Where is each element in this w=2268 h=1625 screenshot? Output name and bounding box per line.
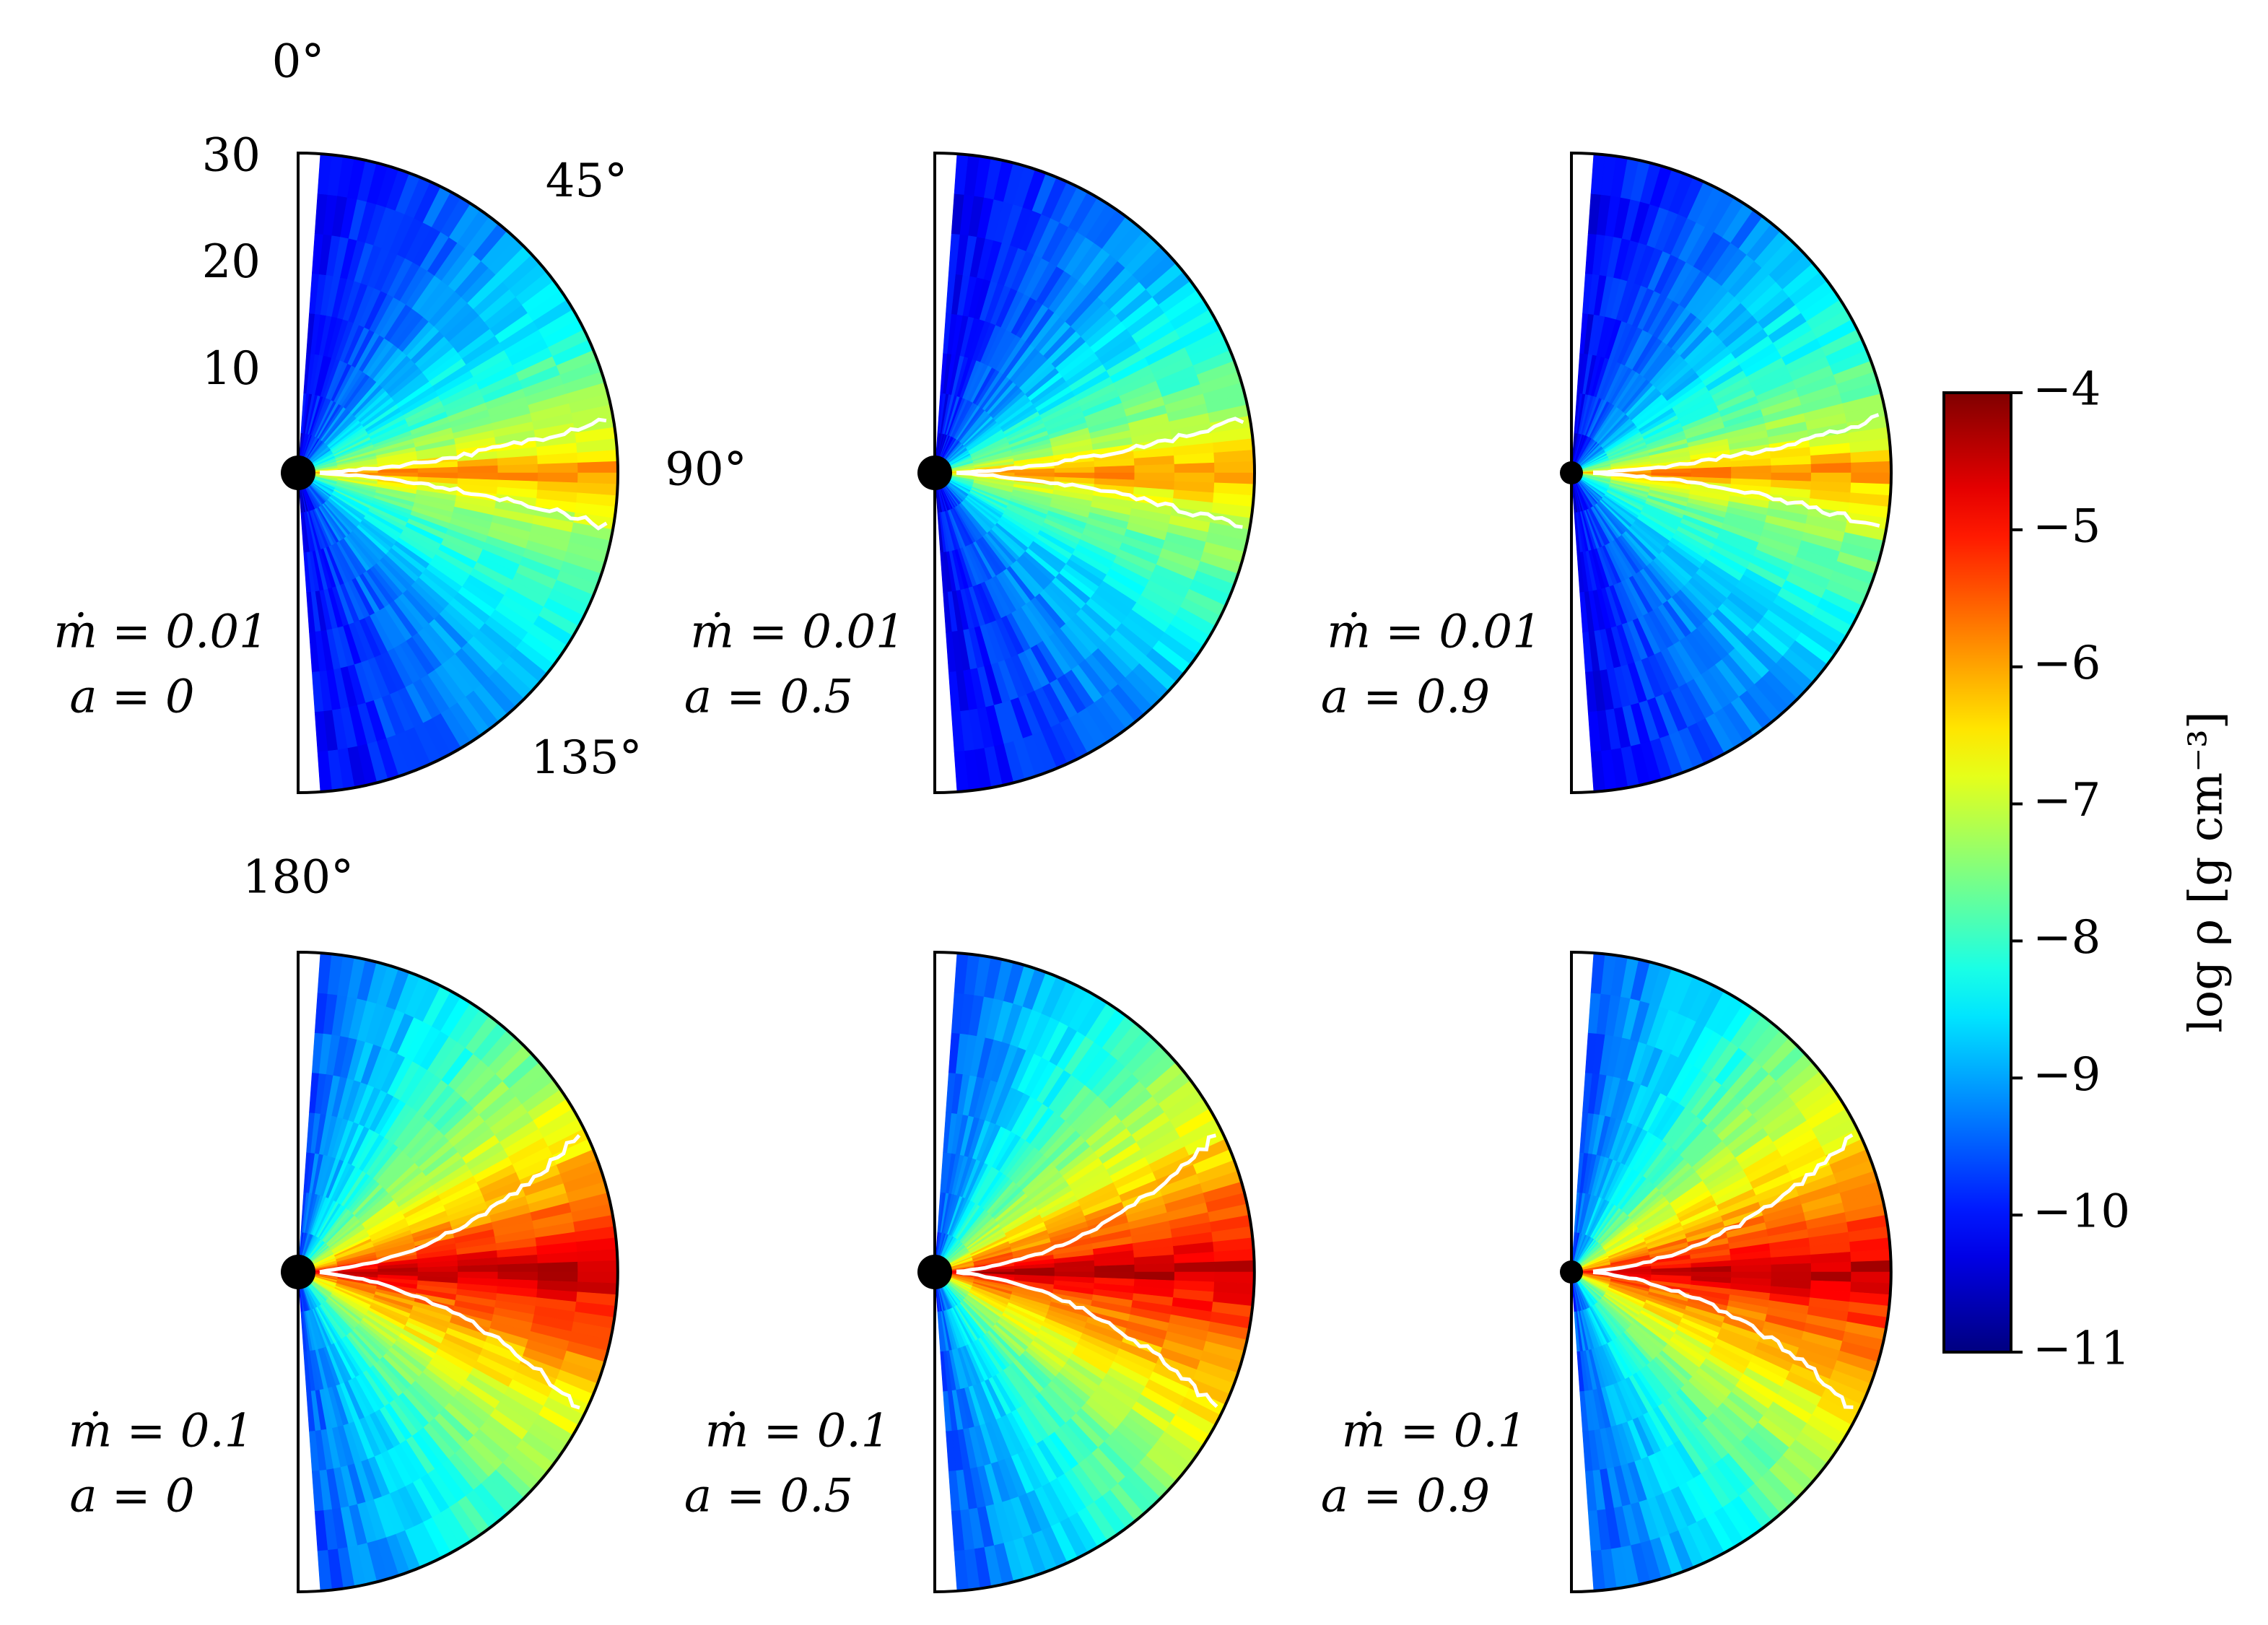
density-cell: [1214, 461, 1255, 474]
colorbar-label: log ρ [g cm⁻³]: [2180, 711, 2233, 1033]
density-cell: [1731, 465, 1772, 474]
density-cell: [1851, 472, 1892, 485]
colorbar-tick-label: −6: [2033, 637, 2101, 690]
panel-spin-label: a = 0.9: [1321, 1470, 1490, 1523]
colorbar-tick-label: −5: [2033, 500, 2101, 553]
density-cell: [1771, 463, 1812, 474]
density-cell: [537, 1271, 578, 1283]
colorbar-tick-label: −8: [2033, 911, 2101, 964]
density-cell: [1174, 462, 1215, 474]
panel-spin-label: a = 0: [69, 671, 194, 724]
panel-spin-label: a = 0: [69, 1470, 194, 1523]
panel-spin-label: a = 0.5: [684, 671, 853, 724]
panel-mdot-label: ṁ = 0.1: [705, 1405, 891, 1458]
density-cell: [1214, 1260, 1255, 1273]
black-hole: [1560, 1260, 1583, 1284]
density-cell: [1094, 465, 1135, 474]
density-cell: [458, 1264, 499, 1273]
r-tick-label: 30: [202, 129, 261, 183]
theta-tick-label: 0°: [272, 35, 325, 89]
colorbar-tick-label: −10: [2033, 1185, 2130, 1239]
panel-spin-label: a = 0.5: [684, 1470, 853, 1523]
contour-line: [1592, 471, 1880, 528]
panel: [1560, 950, 1893, 1594]
panel-border: [1570, 151, 1893, 795]
contour-line: [320, 417, 607, 474]
density-cell: [537, 1261, 578, 1273]
density-cell: [1810, 1271, 1852, 1283]
theta-tick-label: 135°: [531, 731, 642, 785]
colorbar-tick-label: −11: [2033, 1323, 2130, 1376]
panel-border: [933, 151, 1256, 795]
panel-spin-label: a = 0.9: [1321, 671, 1490, 724]
density-cell: [1851, 1271, 1892, 1284]
contour-line: [319, 471, 608, 531]
density-cell: [1174, 1271, 1215, 1283]
density-cell: [577, 1271, 619, 1284]
density-cell: [1810, 462, 1852, 474]
panel: [917, 151, 1256, 795]
density-cell: [1810, 472, 1852, 484]
r-tick-label: 20: [202, 235, 261, 289]
panel-mdot-label: ṁ = 0.01: [53, 606, 269, 659]
density-cell: [1214, 1271, 1255, 1284]
r-tick-label: 10: [202, 342, 261, 396]
density-cell: [458, 465, 499, 474]
density-cell: [497, 463, 538, 474]
panel: [281, 950, 619, 1594]
black-hole: [917, 456, 952, 490]
density-cell: [1810, 1261, 1852, 1273]
density-cell: [577, 472, 619, 485]
density-cell: [537, 462, 578, 474]
density-cell: [1134, 1263, 1175, 1273]
theta-tick-label: 90°: [665, 443, 746, 497]
density-cell: [1134, 463, 1175, 474]
black-hole: [281, 1255, 315, 1289]
contour-line: [956, 417, 1244, 475]
density-cell: [1771, 1263, 1812, 1273]
theta-tick-label: 180°: [243, 851, 354, 905]
theta-tick-label: 45°: [546, 154, 627, 208]
black-hole: [1560, 461, 1583, 484]
density-cell: [1731, 1264, 1772, 1273]
density-cell: [1851, 461, 1892, 474]
black-hole: [917, 1255, 952, 1289]
density-cell: [537, 472, 578, 484]
colorbar-tick-label: −9: [2033, 1048, 2101, 1102]
panel: [917, 950, 1256, 1594]
panel-mdot-label: ṁ = 0.1: [69, 1405, 254, 1458]
panel: [281, 151, 619, 795]
density-cell: [1094, 1264, 1135, 1273]
contour-line: [956, 471, 1243, 529]
density-cell: [497, 1263, 538, 1273]
colorbar: [1942, 391, 2012, 1354]
density-cell: [1174, 1261, 1215, 1273]
density-cell: [1851, 1260, 1892, 1273]
panel: [1560, 151, 1893, 795]
panel-mdot-label: ṁ = 0.01: [690, 606, 905, 659]
colorbar-tick-label: −7: [2033, 774, 2101, 827]
contour-line: [1592, 413, 1880, 474]
density-cell: [1174, 472, 1215, 484]
panel-mdot-label: ṁ = 0.1: [1342, 1405, 1527, 1458]
panel-border: [297, 151, 619, 795]
panel-mdot-label: ṁ = 0.01: [1327, 606, 1542, 659]
density-cell: [1214, 472, 1255, 485]
density-cell: [577, 1260, 619, 1273]
density-cell: [577, 461, 619, 474]
colorbar-tick-label: −4: [2033, 363, 2101, 417]
black-hole: [281, 456, 315, 490]
